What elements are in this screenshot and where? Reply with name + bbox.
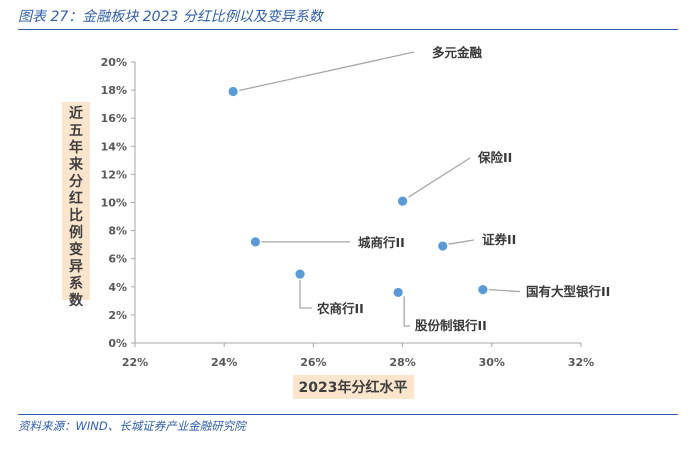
y-tick-label: 4% — [108, 281, 127, 294]
x-axis-title: 2023年分红水平 — [299, 379, 408, 396]
point-label: 农商行II — [316, 301, 364, 316]
x-tick-label: 22% — [122, 356, 148, 369]
y-axis-title-group: 近五年来分红比例变异系数 — [62, 102, 90, 309]
point-label: 股份制银行II — [415, 318, 487, 333]
y-tick-label: 14% — [101, 140, 127, 153]
x-tick-label: 28% — [389, 356, 415, 369]
y-tick-label: 2% — [108, 309, 127, 322]
x-axis-title-background — [293, 375, 414, 399]
x-axis-ticks: 22% 24% 26% 28% 30% 32% — [122, 343, 594, 369]
y-tick-label: 20% — [101, 56, 127, 69]
leader-line — [408, 157, 471, 198]
y-tick-label: 8% — [108, 225, 127, 238]
data-point — [228, 86, 238, 97]
figure-caption: 图表 27：金融板块 2023 分红比例以及变异系数 — [18, 9, 323, 25]
data-point — [398, 196, 408, 206]
y-axis-ticks: 0% 2% 4% 6% 8% 10% 12% 14% 16% 18% 20% — [101, 56, 135, 350]
leader-line — [448, 239, 475, 245]
y-tick-label: 16% — [101, 112, 127, 125]
point-label: 城商行II — [358, 235, 405, 250]
leader-line — [238, 51, 415, 92]
y-tick-label: 12% — [101, 168, 127, 181]
data-point — [393, 287, 403, 298]
y-tick-label: 6% — [108, 253, 127, 266]
y-axis-title-background — [62, 102, 90, 300]
point-label: 国有大型银行II — [526, 284, 610, 299]
y-axis-title: 近五年来分红比例变异系数 — [68, 105, 84, 309]
caption-divider — [18, 29, 678, 30]
x-tick-label: 26% — [300, 356, 326, 369]
leader-line — [299, 280, 312, 309]
point-label: 多元金融 — [432, 45, 483, 60]
source-divider — [18, 414, 678, 415]
data-point — [478, 285, 488, 295]
x-tick-label: 24% — [211, 356, 237, 369]
point-label: 保险II — [477, 150, 512, 165]
data-point — [250, 237, 261, 247]
data-point — [295, 269, 305, 279]
x-axis-title-group: 2023年分红水平 — [293, 375, 414, 399]
data-point — [438, 241, 448, 251]
x-tick-label: 30% — [479, 356, 505, 369]
source-note: 资料来源：WIND、长城证券产业金融研究院 — [18, 419, 246, 433]
leader-lines — [238, 51, 521, 327]
y-tick-label: 0% — [108, 337, 127, 350]
x-tick-label: 32% — [568, 356, 594, 369]
data-points — [228, 86, 488, 298]
leader-line — [403, 296, 410, 327]
y-tick-label: 10% — [101, 197, 127, 210]
y-tick-label: 18% — [101, 84, 127, 97]
point-label: 证券II — [482, 232, 516, 247]
leader-line — [488, 288, 521, 293]
